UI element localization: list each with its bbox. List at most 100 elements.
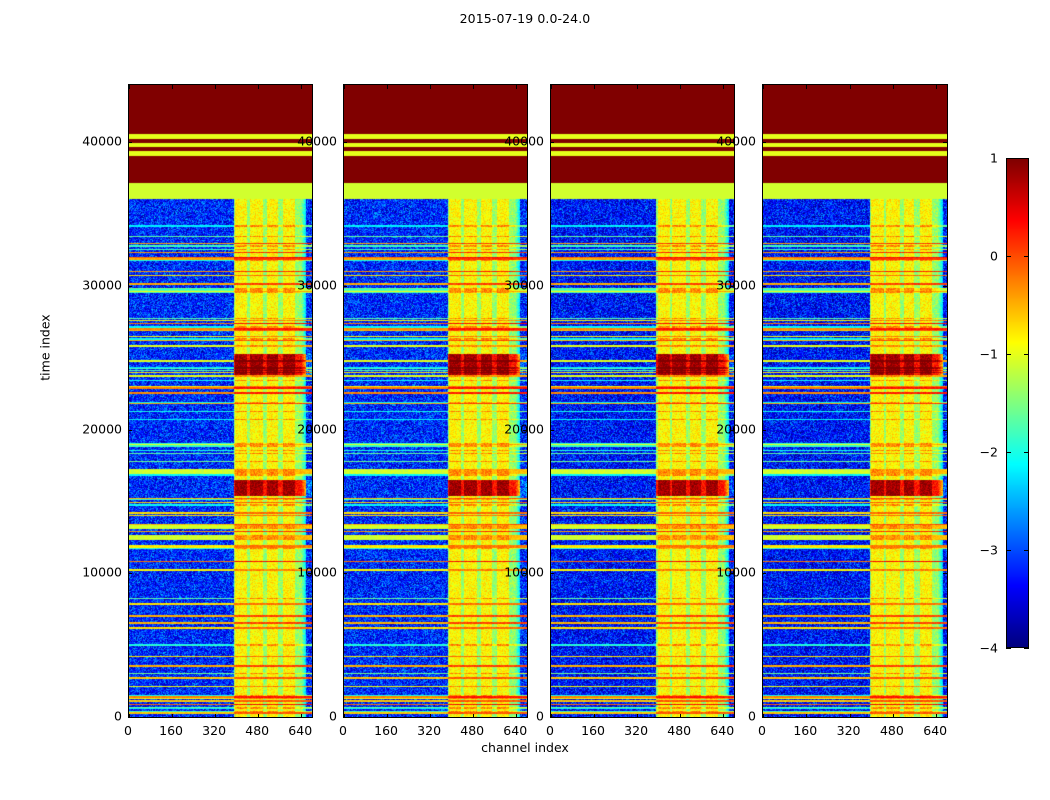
- waterfall-panel-xy[interactable]: XY, BL V4*V7: [550, 84, 735, 718]
- x-tick: [473, 85, 474, 89]
- waterfall-image: [129, 85, 312, 717]
- colorbar-tick: [1006, 354, 1011, 355]
- y-tick: [308, 573, 312, 574]
- colorbar-tick-label: −3: [979, 542, 998, 558]
- colorbar-tick: [1024, 256, 1029, 257]
- x-tick: [850, 714, 851, 717]
- x-tick: [172, 85, 173, 89]
- x-tick: [387, 714, 388, 717]
- y-tick: [523, 142, 527, 143]
- y-tick-label: 20000: [504, 421, 544, 437]
- x-tick: [215, 85, 216, 89]
- colorbar-tick: [1006, 256, 1011, 257]
- waterfall-panel-yx[interactable]: YX, BL V4*V7: [762, 84, 948, 718]
- x-tick: [344, 714, 345, 717]
- y-tick: [943, 573, 947, 574]
- y-tick-label: 20000: [297, 421, 337, 437]
- colorbar-tick-label: −2: [979, 444, 998, 460]
- x-tick: [637, 85, 638, 89]
- x-tick-label: 320: [417, 723, 442, 738]
- y-tick: [344, 286, 347, 287]
- y-tick: [129, 573, 132, 574]
- x-tick-label: 480: [667, 723, 692, 738]
- y-tick: [730, 286, 734, 287]
- x-tick: [723, 85, 724, 89]
- y-tick: [129, 430, 132, 431]
- y-tick: [943, 717, 947, 718]
- y-tick: [551, 430, 554, 431]
- x-tick: [129, 85, 130, 89]
- y-tick-label: 20000: [716, 421, 756, 437]
- x-tick: [473, 714, 474, 717]
- y-tick-label: 40000: [504, 133, 544, 149]
- colorbar-tick: [1006, 158, 1011, 159]
- y-tick: [129, 142, 132, 143]
- x-tick: [594, 714, 595, 717]
- colorbar-tick: [1006, 452, 1011, 453]
- colorbar-tick: [1024, 158, 1029, 159]
- x-tick: [680, 714, 681, 717]
- x-tick: [301, 714, 302, 717]
- x-tick: [516, 714, 517, 717]
- y-tick-label: 30000: [716, 277, 756, 293]
- x-tick-label: 0: [124, 723, 132, 738]
- x-tick: [637, 714, 638, 717]
- x-tick: [430, 85, 431, 89]
- x-tick: [172, 714, 173, 717]
- y-tick: [763, 430, 766, 431]
- y-tick: [551, 286, 554, 287]
- x-tick: [680, 85, 681, 89]
- y-tick: [763, 286, 766, 287]
- waterfall-image: [551, 85, 734, 717]
- x-tick: [387, 85, 388, 89]
- y-tick: [943, 142, 947, 143]
- x-tick: [516, 85, 517, 89]
- y-tick: [344, 142, 347, 143]
- y-tick: [550, 717, 554, 718]
- colorbar-tick-label: 1: [990, 150, 998, 166]
- y-tick-label: 30000: [504, 277, 544, 293]
- y-tick-label: 10000: [297, 564, 337, 580]
- waterfall-panel-yy[interactable]: YY, BL V4*V7: [343, 84, 528, 718]
- x-tick-label: 160: [374, 723, 398, 738]
- y-tick-label: 10000: [82, 564, 122, 580]
- x-tick: [344, 85, 345, 89]
- waterfall-panel-xx[interactable]: XX, BL V4*V7: [128, 84, 313, 718]
- colorbar-tick: [1006, 550, 1011, 551]
- y-tick: [129, 286, 132, 287]
- colorbar-tick-label: −1: [979, 346, 998, 362]
- colorbar-tick: [1024, 354, 1029, 355]
- y-tick: [523, 286, 527, 287]
- x-tick-label: 320: [202, 723, 227, 738]
- colorbar-tick-label: 0: [990, 248, 998, 264]
- x-tick-label: 640: [710, 723, 735, 738]
- colorbar-tick: [1024, 648, 1029, 649]
- x-tick: [258, 85, 259, 89]
- colorbar-tick: [1024, 452, 1029, 453]
- x-tick-label: 640: [923, 723, 948, 738]
- waterfall-image: [344, 85, 527, 717]
- y-tick: [523, 573, 527, 574]
- y-tick: [308, 286, 312, 287]
- y-tick: [763, 573, 766, 574]
- y-tick-label: 30000: [82, 277, 122, 293]
- x-tick: [850, 85, 851, 89]
- y-tick: [308, 142, 312, 143]
- y-tick: [308, 430, 312, 431]
- x-tick-label: 0: [546, 723, 554, 738]
- x-tick: [763, 714, 764, 717]
- colorbar-tick: [1024, 550, 1029, 551]
- y-tick-label: 10000: [504, 564, 544, 580]
- colorbar-tick: [1006, 648, 1011, 649]
- figure-suptitle: 2015-07-19 0.0-24.0: [459, 11, 591, 26]
- y-tick-label: 40000: [297, 133, 337, 149]
- y-tick: [128, 717, 132, 718]
- x-tick: [806, 85, 807, 89]
- x-tick-label: 160: [793, 723, 818, 738]
- x-tick-label: 480: [879, 723, 904, 738]
- y-tick-label: 40000: [716, 133, 756, 149]
- x-tick: [893, 85, 894, 89]
- y-tick: [344, 573, 347, 574]
- x-tick-label: 0: [339, 723, 347, 738]
